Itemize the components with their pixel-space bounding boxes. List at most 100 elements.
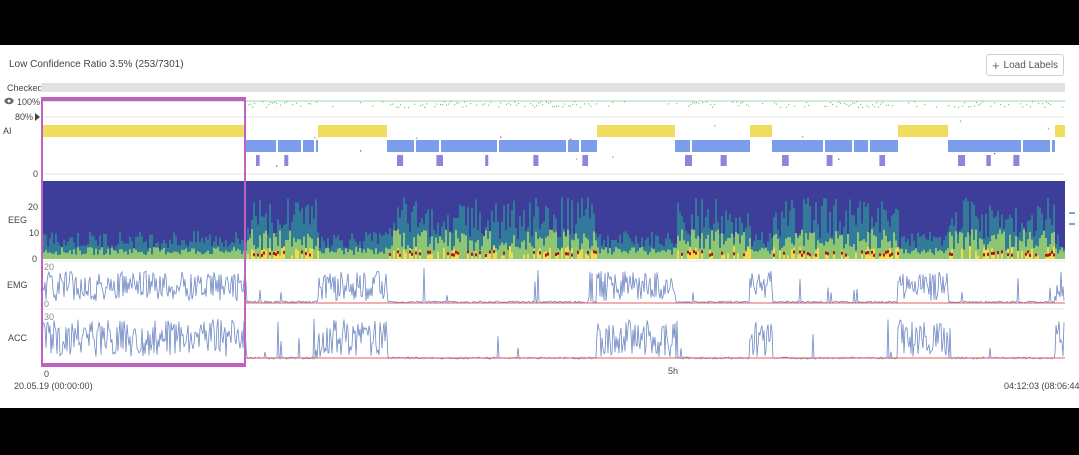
confidence-dot (982, 101, 984, 103)
confidence-dot (542, 104, 544, 106)
eeg-band (1055, 248, 1057, 259)
eeg-band (471, 255, 473, 259)
confidence-dot (518, 102, 520, 105)
wake-bar (898, 125, 948, 137)
timeline-visualization[interactable] (0, 45, 1079, 408)
eeg-band (585, 208, 587, 259)
confidence-dot (382, 101, 384, 103)
eeg-band (265, 230, 267, 259)
eeg-band (547, 235, 549, 259)
eeg-band (975, 229, 977, 259)
eeg-band (151, 254, 153, 259)
eeg-band (603, 249, 605, 259)
eeg-band (799, 250, 801, 254)
eeg-band (97, 254, 99, 259)
triangle-marker-icon[interactable] (35, 113, 40, 121)
eeg-band (221, 242, 223, 259)
eeg-band (293, 214, 295, 259)
eeg-band (415, 201, 417, 259)
eeg-band (553, 232, 555, 259)
eeg-band (569, 250, 571, 259)
eeg-band (767, 241, 769, 259)
scroll-marker[interactable] (1069, 212, 1075, 214)
eeg-band (929, 231, 931, 259)
rem-bar (582, 155, 589, 166)
eeg-band (65, 245, 67, 259)
eeg-band (417, 234, 419, 259)
selection-window[interactable] (41, 97, 246, 367)
eeg-band (501, 221, 503, 259)
eeg-band (747, 213, 749, 259)
eeg-band (907, 238, 909, 259)
eeg-band (911, 233, 913, 259)
eeg-band (757, 251, 759, 259)
load-labels-button[interactable]: + Load Labels (986, 54, 1064, 76)
confidence-dot (270, 102, 272, 104)
eeg-band (475, 253, 477, 257)
low-confidence-dot (612, 156, 614, 158)
wake-bar (41, 125, 246, 137)
eeg-band (157, 247, 159, 259)
confidence-dot (596, 103, 598, 105)
eeg-band (861, 240, 863, 259)
eeg-band (977, 248, 979, 259)
confidence-dot (434, 105, 436, 108)
confidence-dot (794, 105, 796, 107)
checked-track[interactable] (41, 83, 1065, 92)
eeg-band (171, 244, 173, 259)
eeg-band (695, 251, 697, 255)
eeg-band (315, 199, 317, 259)
eeg-band (721, 251, 723, 255)
eeg-band (101, 247, 103, 259)
eeg-band (951, 253, 953, 257)
eeg-band (917, 232, 919, 259)
eeg-band (365, 231, 367, 259)
eeg-band (949, 232, 951, 259)
eeg-band (249, 238, 251, 259)
eeg-band (341, 240, 343, 259)
eeg-band (699, 237, 701, 259)
eeg-band (407, 245, 409, 259)
nrem-bar (531, 140, 566, 152)
eeg-band (795, 233, 797, 259)
eeg-band (919, 236, 921, 259)
eeg-band (743, 253, 745, 257)
eeg-band (545, 237, 547, 259)
eeg-band (883, 253, 885, 257)
eeg-band (105, 233, 107, 259)
eeg-band (817, 247, 819, 259)
eeg-band (317, 237, 319, 259)
low-confidence-dot (360, 150, 362, 152)
eeg-band (205, 252, 207, 259)
eeg-band (145, 254, 147, 259)
eeg-band (727, 253, 729, 259)
eeg-band (241, 240, 243, 259)
eeg-band (481, 246, 483, 259)
eeg-band (61, 247, 63, 259)
acc-track-label: ACC (8, 333, 28, 343)
eeg-band (813, 232, 815, 259)
acc-tick-top: 30 (44, 312, 55, 322)
eeg-band (933, 254, 935, 259)
eeg-band (771, 238, 773, 259)
eeg-band (351, 233, 353, 259)
eye-icon[interactable] (4, 97, 14, 105)
eeg-band (411, 211, 413, 259)
eeg-band (1007, 253, 1009, 257)
eeg-band (109, 254, 111, 259)
confidence-dot (458, 102, 460, 104)
eeg-band (707, 209, 709, 259)
eeg-band (457, 238, 459, 259)
confidence-dot (448, 103, 450, 105)
eeg-band (735, 232, 737, 259)
eeg-band (511, 252, 513, 259)
scroll-marker[interactable] (1069, 223, 1075, 225)
eeg-band (893, 232, 895, 259)
confidence-dot (556, 105, 558, 107)
emg-trace (40, 268, 1065, 305)
confidence-dot (310, 103, 312, 105)
rem-bar (879, 155, 886, 166)
eeg-band (435, 237, 437, 259)
confidence-dot (536, 105, 538, 107)
eeg-band (1045, 237, 1047, 259)
